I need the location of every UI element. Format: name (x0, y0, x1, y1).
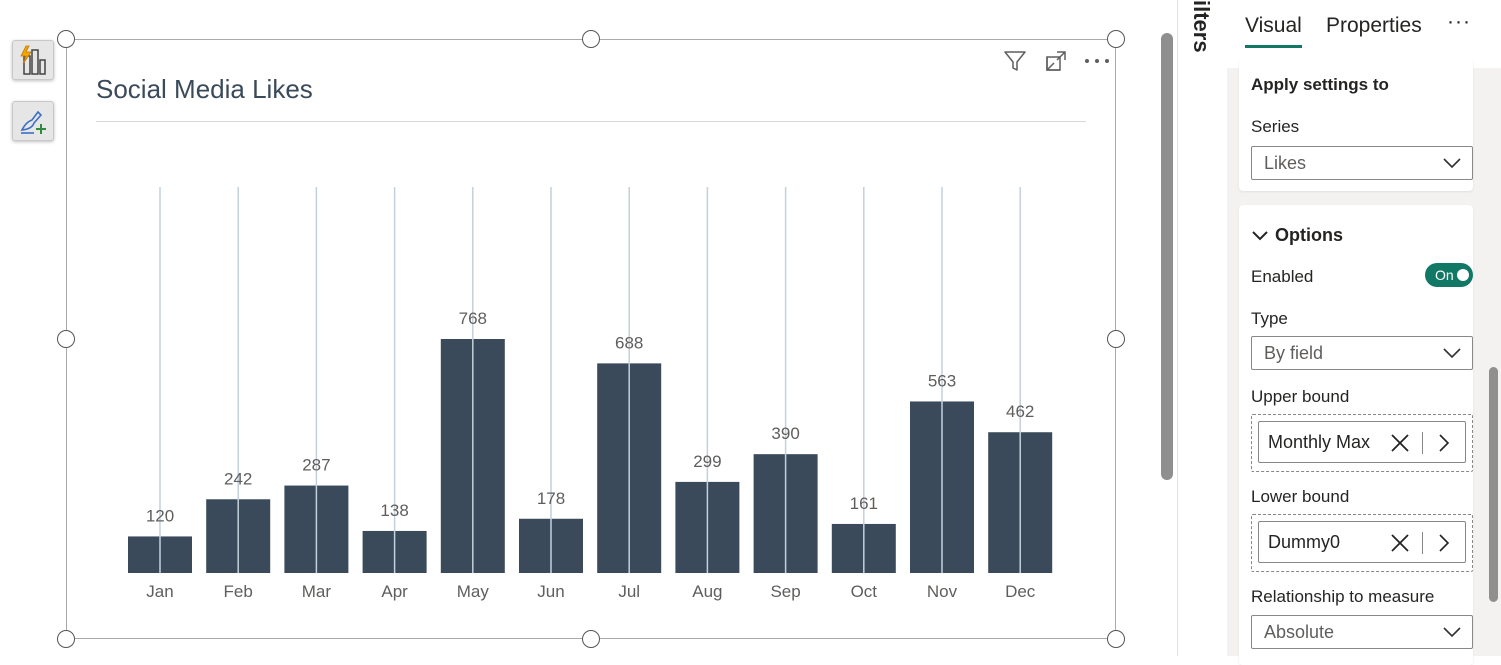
x-axis-label-mar: Mar (302, 582, 332, 601)
relationship-label: Relationship to measure (1251, 587, 1435, 606)
resize-handle-bottom[interactable] (582, 630, 600, 648)
x-axis-label-jul: Jul (618, 582, 640, 601)
series-label: Series (1251, 117, 1300, 136)
type-label: Type (1251, 309, 1288, 328)
pane-more-options-icon[interactable]: ··· (1447, 10, 1471, 33)
focus-mode-icon[interactable] (1043, 48, 1069, 74)
chevron-right-icon[interactable] (1437, 433, 1451, 453)
resize-handle-top-right[interactable] (1107, 30, 1125, 48)
chevron-down-icon (1443, 348, 1461, 359)
resize-handle-right[interactable] (1107, 330, 1125, 348)
toggle-knob (1457, 269, 1469, 281)
title-divider (96, 121, 1086, 122)
x-axis-label-oct: Oct (851, 582, 878, 601)
chart-title: Social Media Likes (96, 74, 313, 104)
format-pane-scrollbar[interactable] (1489, 367, 1498, 602)
bar-chart: 120 Jan 242 Feb 287 Mar 138 Apr 768 May 178 Jun 688 J… (128, 187, 1053, 601)
type-dropdown-value: By field (1264, 343, 1324, 363)
data-label-jul: 688 (615, 333, 643, 352)
chevron-down-icon (1443, 627, 1461, 638)
build-visual-button[interactable] (12, 40, 54, 80)
tab-properties[interactable]: Properties (1326, 14, 1422, 37)
resize-handle-bottom-right[interactable] (1107, 630, 1125, 648)
apply-settings-heading: Apply settings to (1251, 75, 1389, 94)
x-axis-label-jan: Jan (146, 582, 173, 601)
active-tab-indicator (1245, 45, 1302, 48)
lower-bound-label: Lower bound (1251, 487, 1350, 506)
field-separator (1422, 432, 1423, 454)
field-separator (1422, 532, 1423, 554)
data-label-apr: 138 (380, 501, 408, 520)
more-options-icon[interactable] (1084, 48, 1110, 74)
lower-bound-field-well[interactable]: Dummy0 (1251, 514, 1473, 572)
enabled-toggle-text: On (1435, 267, 1454, 283)
lower-bound-field[interactable]: Dummy0 (1258, 521, 1466, 563)
remove-field-icon[interactable] (1389, 432, 1411, 454)
upper-bound-field[interactable]: Monthly Max (1258, 421, 1466, 463)
chevron-down-icon[interactable] (1251, 229, 1269, 243)
data-label-may: 768 (459, 309, 487, 328)
enabled-toggle[interactable]: On (1425, 263, 1473, 287)
options-card: Options Enabled On Type By field Upper b… (1239, 205, 1473, 665)
type-dropdown[interactable]: By field (1251, 336, 1473, 370)
x-axis-label-dec: Dec (1005, 582, 1036, 601)
remove-field-icon[interactable] (1389, 532, 1411, 554)
chevron-right-icon[interactable] (1437, 533, 1451, 553)
data-label-jun: 178 (537, 489, 565, 508)
build-visual-icon (20, 45, 46, 75)
tab-visual[interactable]: Visual (1245, 14, 1302, 37)
resize-handle-bottom-left[interactable] (57, 630, 75, 648)
pane-tabs: Visual Properties ··· (1227, 0, 1501, 68)
data-label-aug: 299 (693, 452, 721, 471)
relationship-dropdown-value: Absolute (1264, 622, 1335, 642)
x-axis-label-aug: Aug (692, 582, 722, 601)
filter-icon[interactable] (1002, 48, 1028, 74)
format-visual-button[interactable] (12, 101, 54, 141)
enabled-label: Enabled (1251, 267, 1314, 286)
series-dropdown[interactable]: Likes (1251, 146, 1473, 180)
resize-handle-top-left[interactable] (57, 30, 75, 48)
data-label-nov: 563 (928, 371, 956, 390)
x-axis-label-jun: Jun (537, 582, 564, 601)
x-axis-label-sep: Sep (770, 582, 800, 601)
lower-bound-field-value: Dummy0 (1268, 532, 1341, 552)
apply-settings-card: Apply settings to Series Likes (1239, 58, 1473, 191)
format-visual-icon (20, 110, 46, 134)
data-label-dec: 462 (1006, 402, 1034, 421)
resize-handle-left[interactable] (57, 330, 75, 348)
upper-bound-field-well[interactable]: Monthly Max (1251, 414, 1473, 472)
options-heading[interactable]: Options (1275, 225, 1343, 245)
data-label-feb: 242 (224, 469, 252, 488)
filters-pane[interactable] (1177, 0, 1227, 656)
x-axis-label-nov: Nov (927, 582, 958, 601)
data-label-sep: 390 (771, 424, 799, 443)
series-dropdown-value: Likes (1264, 153, 1307, 173)
filters-pane-label[interactable]: ilters (1189, 0, 1214, 53)
x-axis-label-feb: Feb (224, 582, 253, 601)
upper-bound-label: Upper bound (1251, 387, 1350, 406)
x-axis-label-may: May (457, 582, 490, 601)
data-label-mar: 287 (302, 456, 330, 475)
x-axis-label-apr: Apr (381, 582, 408, 601)
format-pane: Visual Properties ··· Apply settings to … (1227, 0, 1501, 665)
data-label-oct: 161 (850, 494, 878, 513)
upper-bound-field-value: Monthly Max (1268, 432, 1371, 452)
canvas-scrollbar[interactable] (1161, 33, 1173, 480)
data-label-jan: 120 (146, 506, 174, 525)
resize-handle-top[interactable] (582, 30, 600, 48)
chevron-down-icon (1443, 158, 1461, 169)
relationship-dropdown[interactable]: Absolute (1251, 615, 1473, 649)
